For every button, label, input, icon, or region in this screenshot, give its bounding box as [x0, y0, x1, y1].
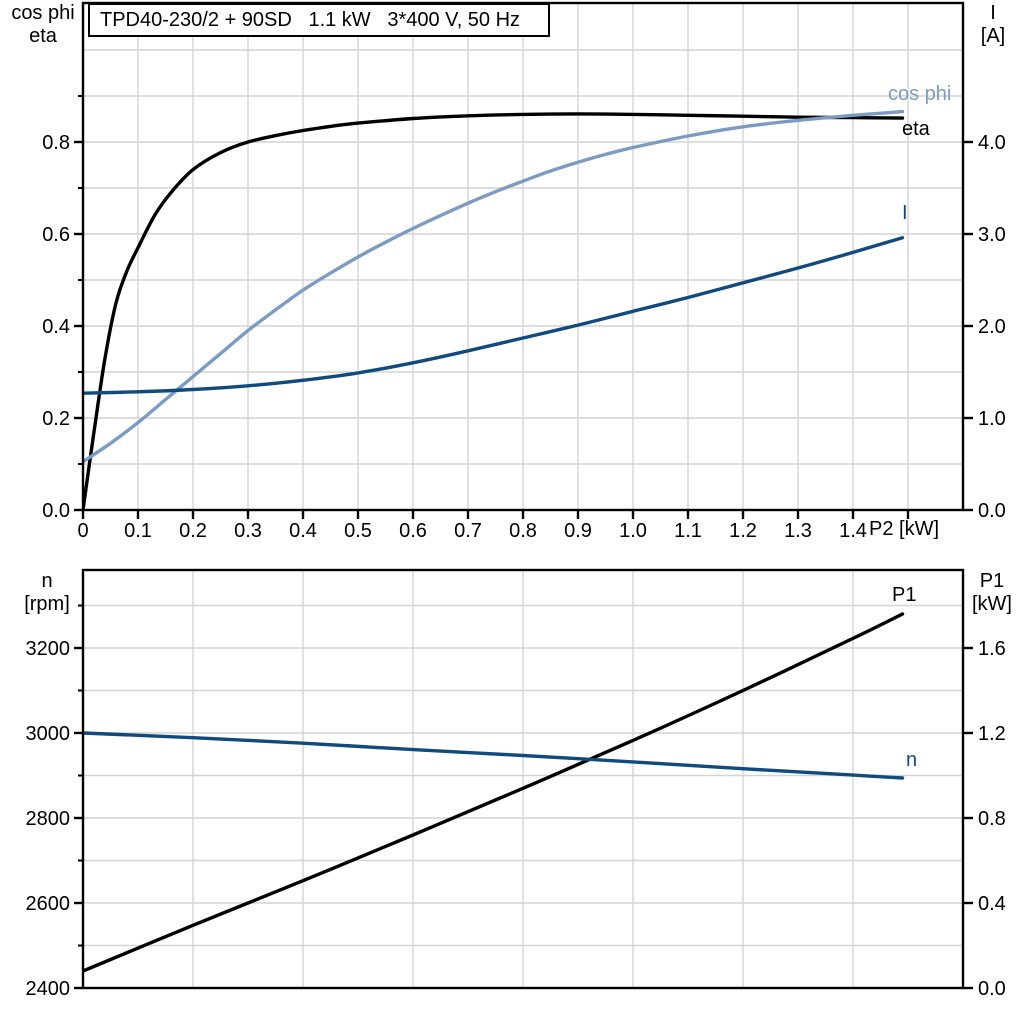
bottom-right-axis-title: P1 [kW]: [963, 570, 1021, 616]
x-axis-tick-label: 1.0: [619, 520, 647, 542]
speed-curve-label: n: [906, 749, 918, 771]
power-axis-title-line2: [kW]: [972, 593, 1012, 615]
right-axis-title-line1: I: [990, 2, 996, 24]
bottom-left-axis-title: n [rpm]: [8, 570, 86, 616]
top-right-axis-title: I [A]: [966, 2, 1020, 48]
right-axis-tick-label: 0.0: [978, 978, 1006, 1000]
x-axis-tick-label: 0.6: [399, 520, 427, 542]
x-axis-tick-label: 1.4: [839, 520, 867, 542]
left-axis-title-line2: eta: [29, 25, 57, 47]
right-axis-tick-label: 1.2: [978, 723, 1006, 745]
right-axis-tick-label: 1.0: [978, 408, 1006, 430]
right-axis-tick-label: 4.0: [978, 132, 1006, 154]
cos-phi-curve-label: cos phi: [888, 83, 952, 105]
right-axis-title-line2: [A]: [980, 25, 1006, 47]
right-axis-tick-label: 2.0: [978, 316, 1006, 338]
left-axis-tick-label: 2400: [26, 978, 71, 1000]
x-axis-tick-label: 1.2: [729, 520, 757, 542]
x-axis-tick-label: 0.7: [454, 520, 482, 542]
p1-curve-label: P1: [892, 584, 917, 606]
curve-P1: [83, 612, 905, 973]
x-axis-tick-label: 0.2: [179, 520, 207, 542]
power-axis-title-line1: P1: [979, 570, 1005, 592]
left-axis-tick-label: 0.0: [42, 500, 70, 522]
x-axis-tick-label: 0.1: [124, 520, 152, 542]
right-axis-tick-label: 3.0: [978, 224, 1006, 246]
left-axis-tick-label: 0.2: [42, 408, 70, 430]
x-axis-tick-label: 0.5: [344, 520, 372, 542]
x-axis-tick-label: 0.9: [564, 520, 592, 542]
curve-cos_phi: [83, 109, 905, 464]
x-axis-tick-label: 1.1: [674, 520, 702, 542]
right-axis-tick-label: 0.8: [978, 808, 1006, 830]
left-axis-tick-label: 2800: [26, 808, 71, 830]
curve-I: [83, 236, 905, 395]
right-axis-tick-label: 1.6: [978, 638, 1006, 660]
x-axis-tick-label: 0.3: [234, 520, 262, 542]
curves-group: [83, 612, 905, 973]
x-axis-tick-label: 0.4: [289, 520, 317, 542]
left-axis-title-line1: cos phi: [11, 2, 75, 24]
x-axis-tick-label: 0: [77, 520, 88, 542]
speed-axis-title-line2: [rpm]: [24, 593, 70, 615]
x-axis-tick-label: 1.3: [784, 520, 812, 542]
left-axis-tick-label: 0.8: [42, 132, 70, 154]
left-axis-tick-label: 0.6: [42, 224, 70, 246]
left-axis-tick-label: 3000: [26, 723, 71, 745]
curves-group: [83, 109, 905, 510]
plot-frame: [81, 568, 965, 990]
eta-curve-label: eta: [902, 118, 930, 140]
left-axis-tick-label: 0.4: [42, 316, 70, 338]
top-left-axis-title: cos phi eta: [4, 2, 82, 48]
chart-title-box: TPD40-230/2 + 90SD 1.1 kW 3*400 V, 50 Hz: [88, 3, 550, 37]
speed-axis-title-line1: n: [41, 570, 53, 592]
curve-eta: [83, 112, 905, 510]
current-curve-label: I: [902, 202, 908, 224]
x-axis-title: P2 [kW]: [869, 518, 940, 540]
right-axis-tick-label: 0.4: [978, 893, 1006, 915]
curve-n: [83, 731, 905, 780]
left-axis-tick-label: 3200: [26, 638, 71, 660]
x-axis-tick-label: 0.8: [509, 520, 537, 542]
right-axis-tick-label: 0.0: [978, 500, 1006, 522]
left-axis-tick-label: 2600: [26, 893, 71, 915]
